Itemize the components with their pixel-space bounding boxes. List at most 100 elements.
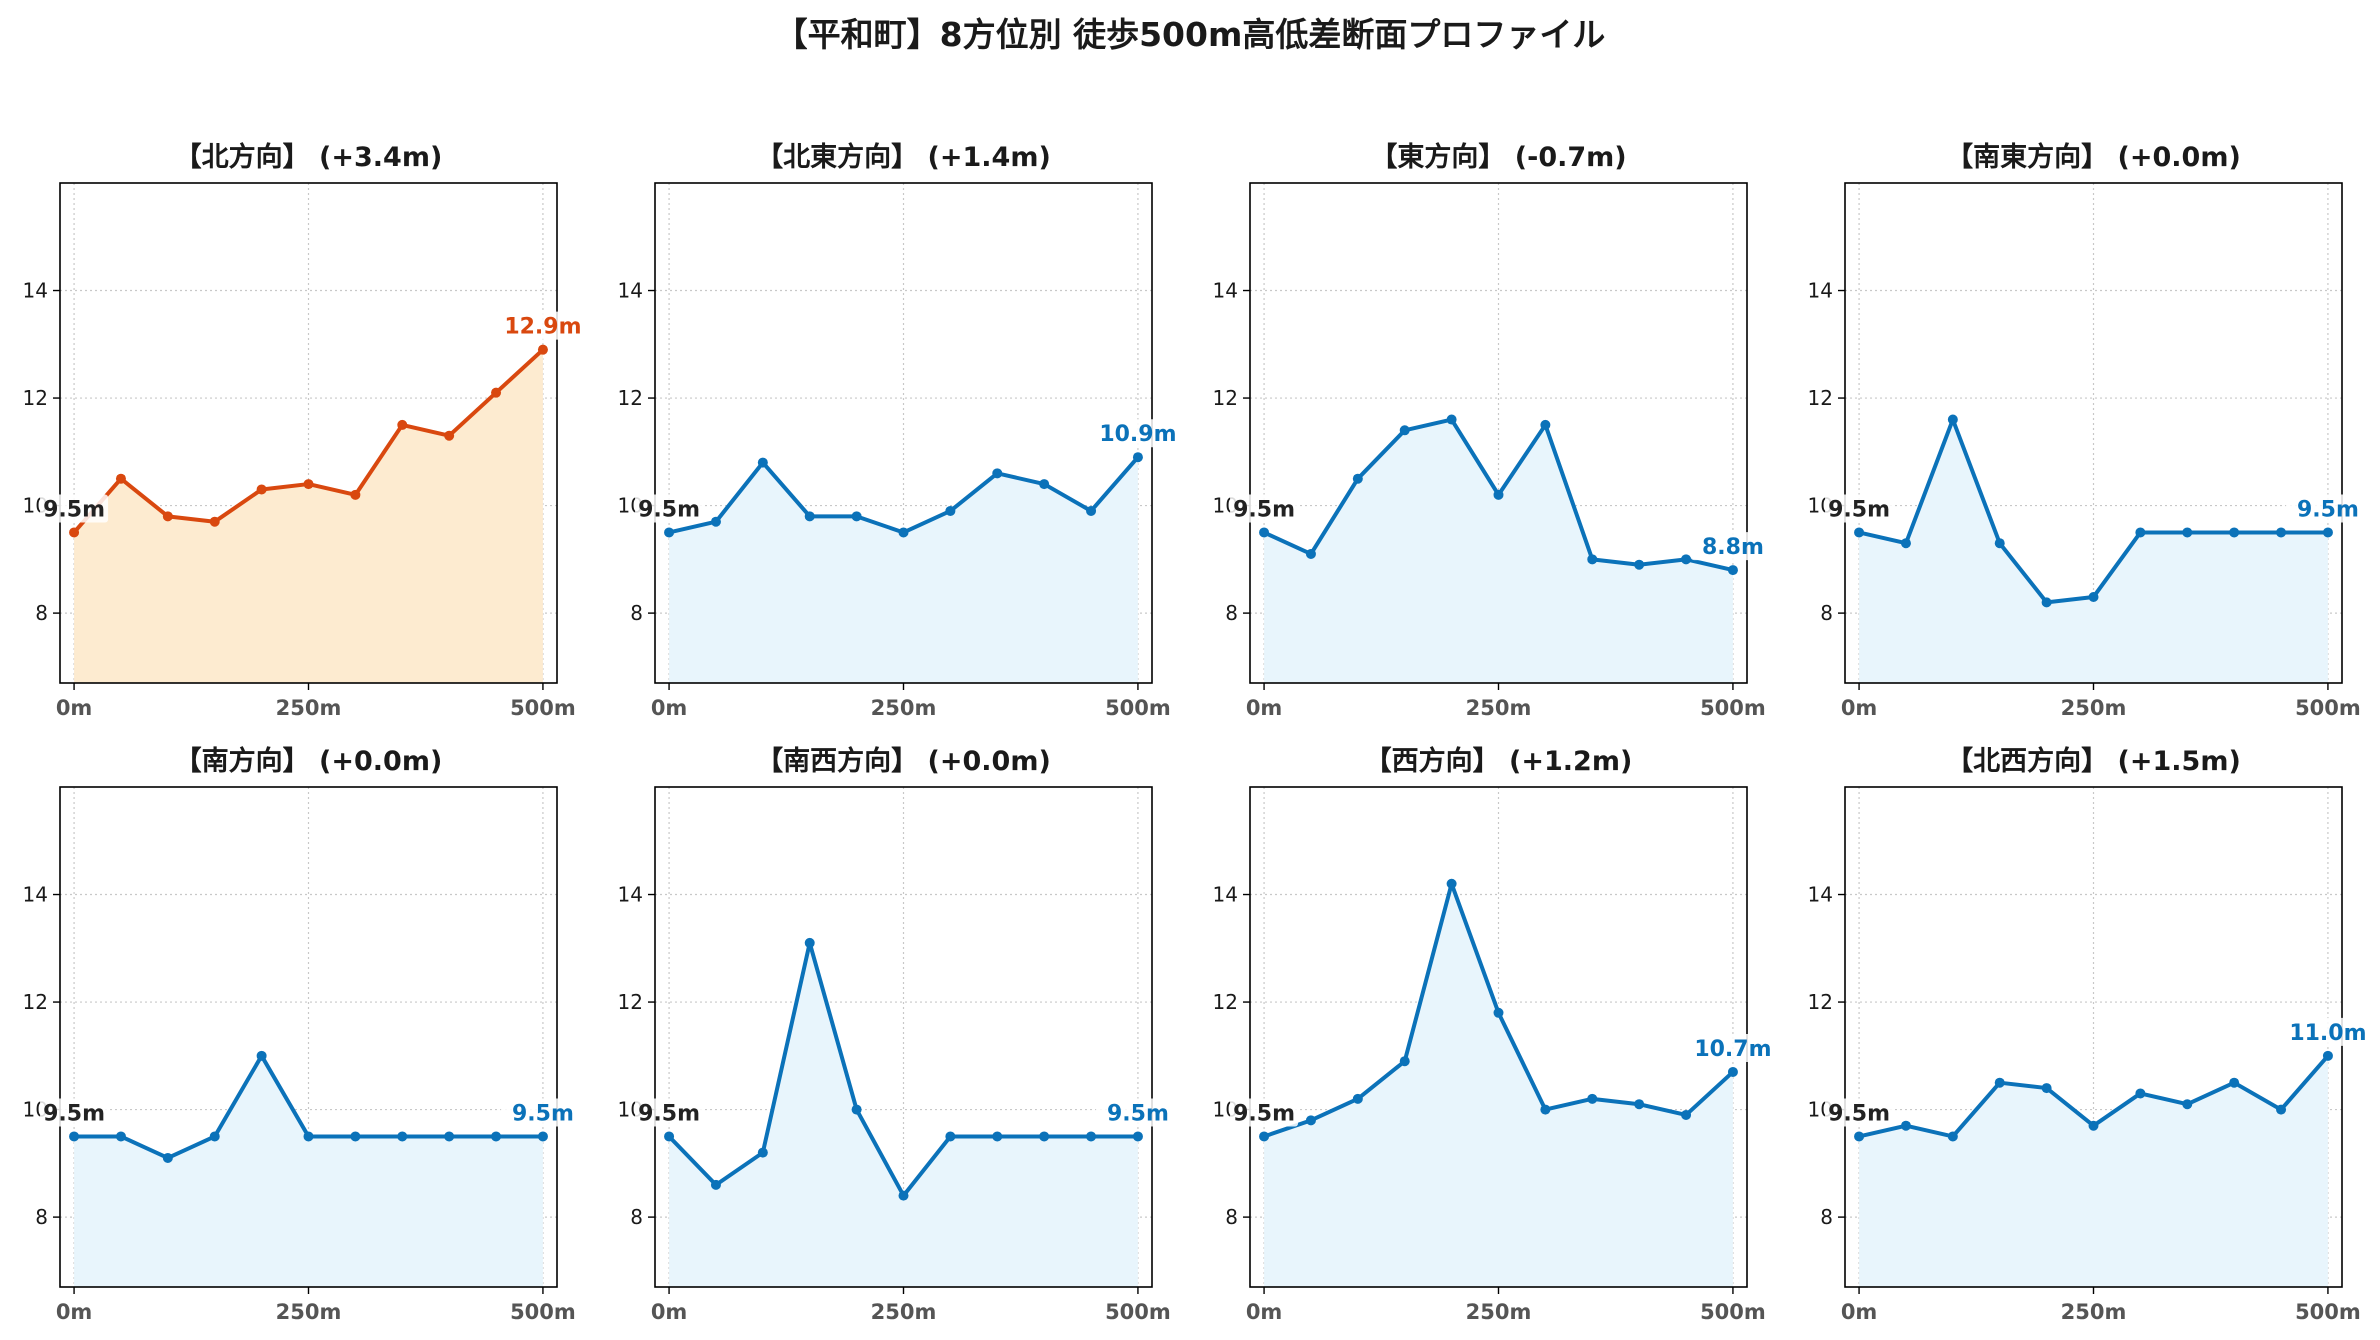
start-label-background [1230, 1098, 1299, 1127]
x-tick-label: 0m [651, 696, 688, 720]
x-tick-label: 250m [276, 1300, 342, 1324]
data-point [256, 1050, 267, 1061]
area-fill [74, 1055, 543, 1287]
data-point [350, 1131, 361, 1142]
data-point [851, 511, 862, 522]
x-tick-label: 0m [56, 1300, 93, 1324]
x-tick-label: 500m [510, 696, 576, 720]
y-tick-label: 14 [618, 279, 643, 303]
data-point [303, 479, 314, 490]
end-label: 12.9m [504, 315, 581, 340]
data-point [1681, 554, 1692, 565]
data-point [1587, 1093, 1598, 1104]
data-point [2229, 527, 2240, 538]
data-point [115, 1131, 126, 1142]
end-label-background [1690, 532, 1775, 561]
x-tick-label: 500m [1700, 1300, 1766, 1324]
subplot-title: 【北西方向】 (+1.5m) [1946, 745, 2241, 777]
y-tick-label: 12 [1808, 386, 1833, 410]
y-tick-label: 12 [23, 386, 48, 410]
data-point [1854, 1131, 1865, 1142]
data-point [2135, 1088, 2146, 1099]
data-point [1994, 538, 2005, 549]
y-tick-label: 8 [35, 1205, 48, 1229]
start-label-background [635, 1098, 704, 1127]
data-point [1587, 554, 1598, 565]
start-label-background [1825, 494, 1894, 523]
start-label: 9.5m [1233, 1101, 1295, 1126]
data-point [1039, 1131, 1050, 1142]
data-point [1259, 527, 1270, 538]
data-point [537, 1131, 548, 1142]
data-point [2041, 597, 2052, 608]
start-label: 9.5m [1828, 497, 1890, 522]
subplot-title: 【南西方向】 (+0.0m) [756, 745, 1051, 777]
start-label-background [40, 494, 109, 523]
y-tick-label: 8 [1225, 1205, 1238, 1229]
data-point [1540, 1104, 1551, 1115]
data-point [2276, 1104, 2287, 1115]
data-point [945, 1131, 956, 1142]
data-point [2322, 527, 2333, 538]
data-point [945, 505, 956, 516]
end-label-background [1690, 1033, 1775, 1062]
data-point [2135, 527, 2146, 538]
end-label: 9.5m [1107, 1101, 1169, 1126]
data-point [1900, 538, 1911, 549]
area-fill [1859, 1055, 2328, 1287]
data-point [992, 1131, 1003, 1142]
y-tick-label: 14 [1808, 883, 1833, 907]
start-label: 9.5m [638, 497, 700, 522]
data-point [2088, 1120, 2099, 1131]
end-label-background [500, 311, 585, 340]
data-point [537, 344, 548, 355]
y-tick-label: 8 [1820, 1205, 1833, 1229]
data-point [397, 1131, 408, 1142]
y-tick-label: 12 [1808, 990, 1833, 1014]
y-tick-label: 14 [23, 279, 48, 303]
end-label: 10.9m [1099, 422, 1176, 447]
start-label-background [1230, 494, 1299, 523]
data-point [2322, 1050, 2333, 1061]
data-point [710, 516, 721, 527]
y-tick-label: 12 [1213, 386, 1238, 410]
x-tick-label: 250m [276, 696, 342, 720]
start-label: 9.5m [1233, 497, 1295, 522]
start-label: 9.5m [43, 497, 105, 522]
y-tick-label: 12 [1213, 990, 1238, 1014]
data-point [1540, 419, 1551, 430]
data-point [1352, 473, 1363, 484]
data-point [2088, 591, 2099, 602]
end-label-background [2285, 494, 2370, 523]
x-tick-label: 250m [2061, 696, 2127, 720]
data-point [1947, 1131, 1958, 1142]
y-tick-label: 14 [23, 883, 48, 907]
data-point [2276, 527, 2287, 538]
x-tick-label: 500m [1105, 696, 1171, 720]
x-tick-label: 500m [510, 1300, 576, 1324]
data-point [444, 1131, 455, 1142]
y-tick-label: 14 [1213, 279, 1238, 303]
data-point [1634, 559, 1645, 570]
end-label-background [2285, 1017, 2370, 1046]
y-tick-label: 12 [618, 386, 643, 410]
data-point [1039, 479, 1050, 490]
data-point [1352, 1093, 1363, 1104]
x-tick-label: 0m [1246, 1300, 1283, 1324]
data-point [710, 1179, 721, 1190]
x-tick-label: 500m [2295, 1300, 2361, 1324]
figure-title: 【平和町】8方位別 徒歩500m高低差断面プロファイル [774, 15, 1606, 54]
y-tick-label: 8 [1820, 601, 1833, 625]
end-label: 8.8m [1702, 535, 1764, 560]
x-tick-label: 250m [1466, 1300, 1532, 1324]
end-label-background [500, 1098, 585, 1127]
subplot-title: 【南方向】 (+0.0m) [175, 745, 443, 777]
start-label: 9.5m [638, 1101, 700, 1126]
end-label: 11.0m [2289, 1021, 2366, 1046]
